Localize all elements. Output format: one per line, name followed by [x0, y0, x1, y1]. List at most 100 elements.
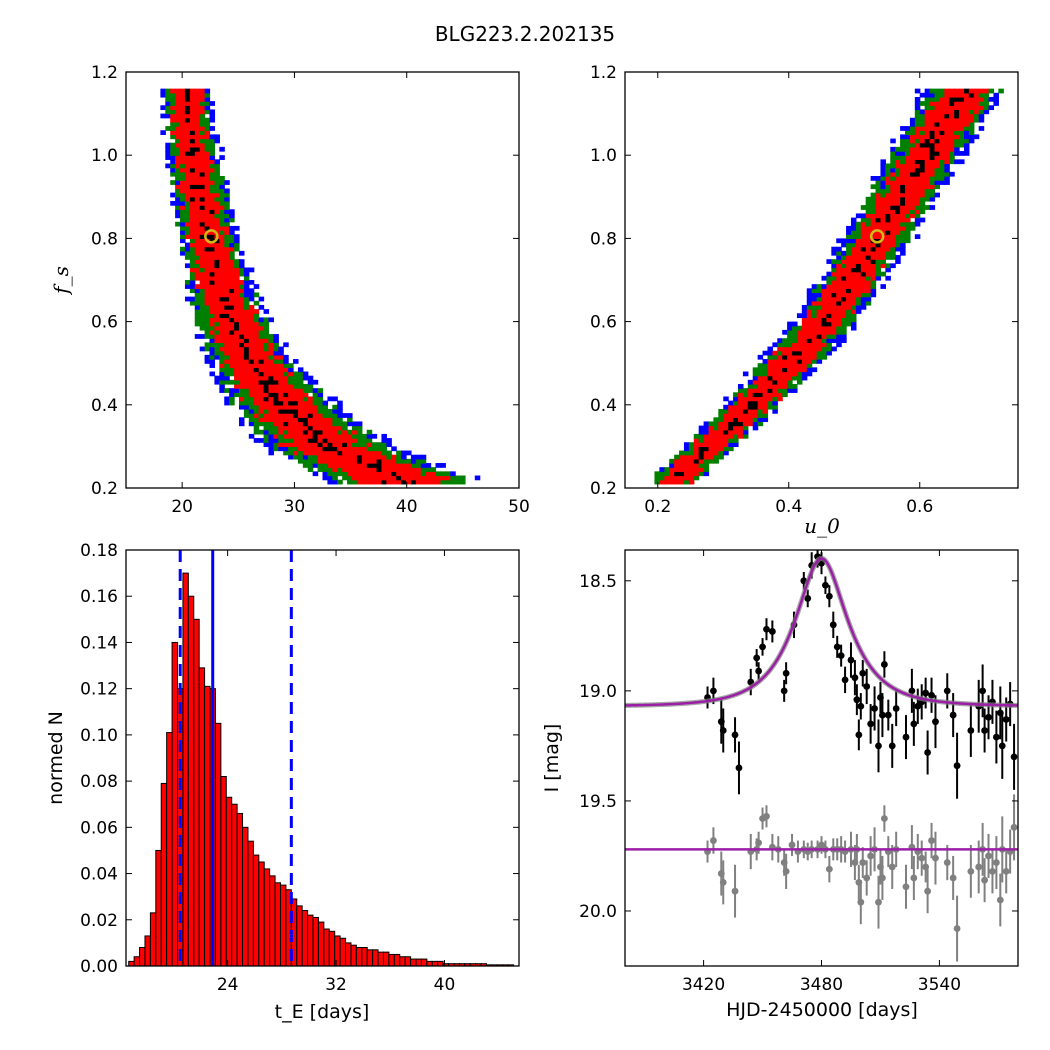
fs-te-inner-cell	[268, 384, 274, 389]
fs-te-inner-cell	[258, 388, 265, 393]
fs-te-inner-cell	[234, 359, 240, 364]
fs-te-middle-cell	[307, 467, 314, 472]
histogram-bar	[193, 618, 200, 967]
fs-u0-inner-cell	[865, 250, 872, 256]
fs-te-middle-cell	[243, 275, 250, 281]
fs-te-middle-cell	[214, 350, 220, 356]
fs-te-core-cell	[204, 234, 211, 239]
fs-te-inner-cell	[184, 167, 191, 173]
fs-u0-outer-cell	[900, 242, 906, 248]
fs-te-outer-cell	[224, 209, 230, 215]
fs-te-middle-cell	[263, 342, 270, 348]
fs-te-inner-cell	[238, 309, 245, 314]
fs-u0-inner-cell	[723, 438, 729, 443]
fs-te-middle-cell	[219, 209, 225, 215]
fs-u0-outer-cell	[880, 180, 886, 185]
fs-te-middle-cell	[386, 450, 392, 456]
fs-te-middle-cell	[209, 176, 216, 181]
fs-te-inner-cell	[234, 342, 240, 348]
fs-u0-inner-cell	[885, 234, 891, 239]
histogram-bar	[128, 960, 135, 967]
fs-te-inner-cell	[347, 450, 353, 456]
fs-u0-outer-cell	[703, 425, 710, 431]
fs-te-outer-cell	[224, 180, 230, 185]
fs-u0-inner-cell	[703, 454, 710, 460]
fs-te-outer-cell	[214, 375, 220, 381]
fs-te-inner-cell	[224, 246, 230, 252]
te-histogram-ytick-label: 0.12	[80, 680, 118, 700]
fs-te-core-cell	[263, 384, 270, 389]
fs-te-middle-cell	[219, 342, 225, 348]
fs-u0-inner-cell	[846, 259, 852, 264]
fs-te-inner-cell	[391, 463, 397, 468]
fs-u0-inner-cell	[688, 471, 695, 477]
fs-u0-inner-cell	[713, 446, 719, 452]
fs-te-middle-cell	[184, 230, 191, 235]
fs-u0-inner-cell	[703, 433, 710, 439]
light-curve-xtick-label: 3480	[800, 975, 843, 995]
fs-u0-inner-cell	[973, 88, 980, 94]
fs-u0-inner-cell	[836, 288, 842, 294]
fs-te-middle-cell	[327, 467, 333, 472]
fs-u0-inner-cell	[747, 392, 754, 398]
fs-te-inner-cell	[297, 392, 304, 398]
fs-u0-middle-cell	[757, 367, 764, 373]
fs-u0-inner-cell	[782, 346, 788, 352]
fs-te-inner-cell	[268, 408, 274, 414]
fs-u0-inner-cell	[895, 163, 901, 169]
fs-te-inner-cell	[229, 346, 235, 352]
fs-te-outer-cell	[386, 438, 392, 443]
fs-u0-inner-cell	[688, 458, 695, 464]
fs-te-inner-cell	[209, 250, 216, 256]
fs-u0-inner-cell	[895, 230, 901, 235]
fs-u0-middle-cell	[924, 196, 931, 202]
fs-te-outer-cell	[327, 396, 333, 402]
fs-te-inner-cell	[268, 359, 274, 364]
fs-te-inner-cell	[366, 467, 373, 472]
residual-point	[763, 812, 770, 820]
fs-u0-outer-cell	[836, 238, 842, 244]
fs-u0-inner-cell	[841, 271, 847, 277]
fs-te-inner-cell	[386, 467, 392, 472]
fs-te-inner-cell	[214, 271, 220, 277]
fs-u0-middle-cell	[865, 200, 872, 206]
fs-te-inner-cell	[214, 296, 220, 302]
fs-te-middle-cell	[243, 392, 250, 398]
fs-te-inner-cell	[337, 433, 343, 439]
fs-te-inner-cell	[406, 471, 412, 477]
fs-te-inner-cell	[214, 334, 220, 339]
fs-u0-middle-cell	[737, 388, 744, 393]
fs-u0-middle-cell	[919, 101, 926, 106]
fs-u0-inner-cell	[737, 408, 744, 414]
fs-te-middle-cell	[194, 313, 201, 319]
histogram-bar	[312, 916, 319, 967]
fs-te-ytick-label: 1.2	[91, 63, 118, 83]
observed-point	[914, 702, 922, 710]
fs-te-middle-cell	[297, 379, 304, 385]
fs-u0-core-cell	[870, 259, 877, 264]
fs-u0-inner-cell	[929, 117, 936, 123]
fs-te-middle-cell	[170, 171, 176, 177]
fs-u0-middle-cell	[772, 354, 778, 360]
fs-u0-outer-cell	[929, 92, 936, 98]
fs-u0-middle-cell	[959, 142, 965, 148]
fs-te-middle-cell	[288, 446, 294, 452]
fs-te-inner-cell	[253, 396, 260, 402]
observed-point	[932, 718, 939, 726]
fs-u0-inner-cell	[890, 196, 896, 202]
fs-u0-inner-cell	[895, 180, 901, 185]
fs-u0-inner-cell	[875, 213, 882, 219]
fs-u0-inner-cell	[674, 463, 680, 468]
fs-te-inner-cell	[381, 467, 387, 472]
fs-u0-inner-cell	[885, 209, 891, 215]
fs-u0-inner-cell	[865, 246, 872, 252]
fs-te-middle-cell	[184, 225, 191, 231]
fs-u0-outer-cell	[821, 284, 828, 289]
fs-u0-inner-cell	[688, 454, 695, 460]
fs-te-inner-cell	[302, 450, 309, 456]
fs-u0-outer-cell	[772, 342, 778, 348]
fs-te-outer-cell	[406, 450, 412, 456]
fs-u0-inner-cell	[792, 363, 798, 368]
fs-u0-inner-cell	[880, 225, 886, 231]
fs-te-middle-cell	[229, 400, 235, 406]
